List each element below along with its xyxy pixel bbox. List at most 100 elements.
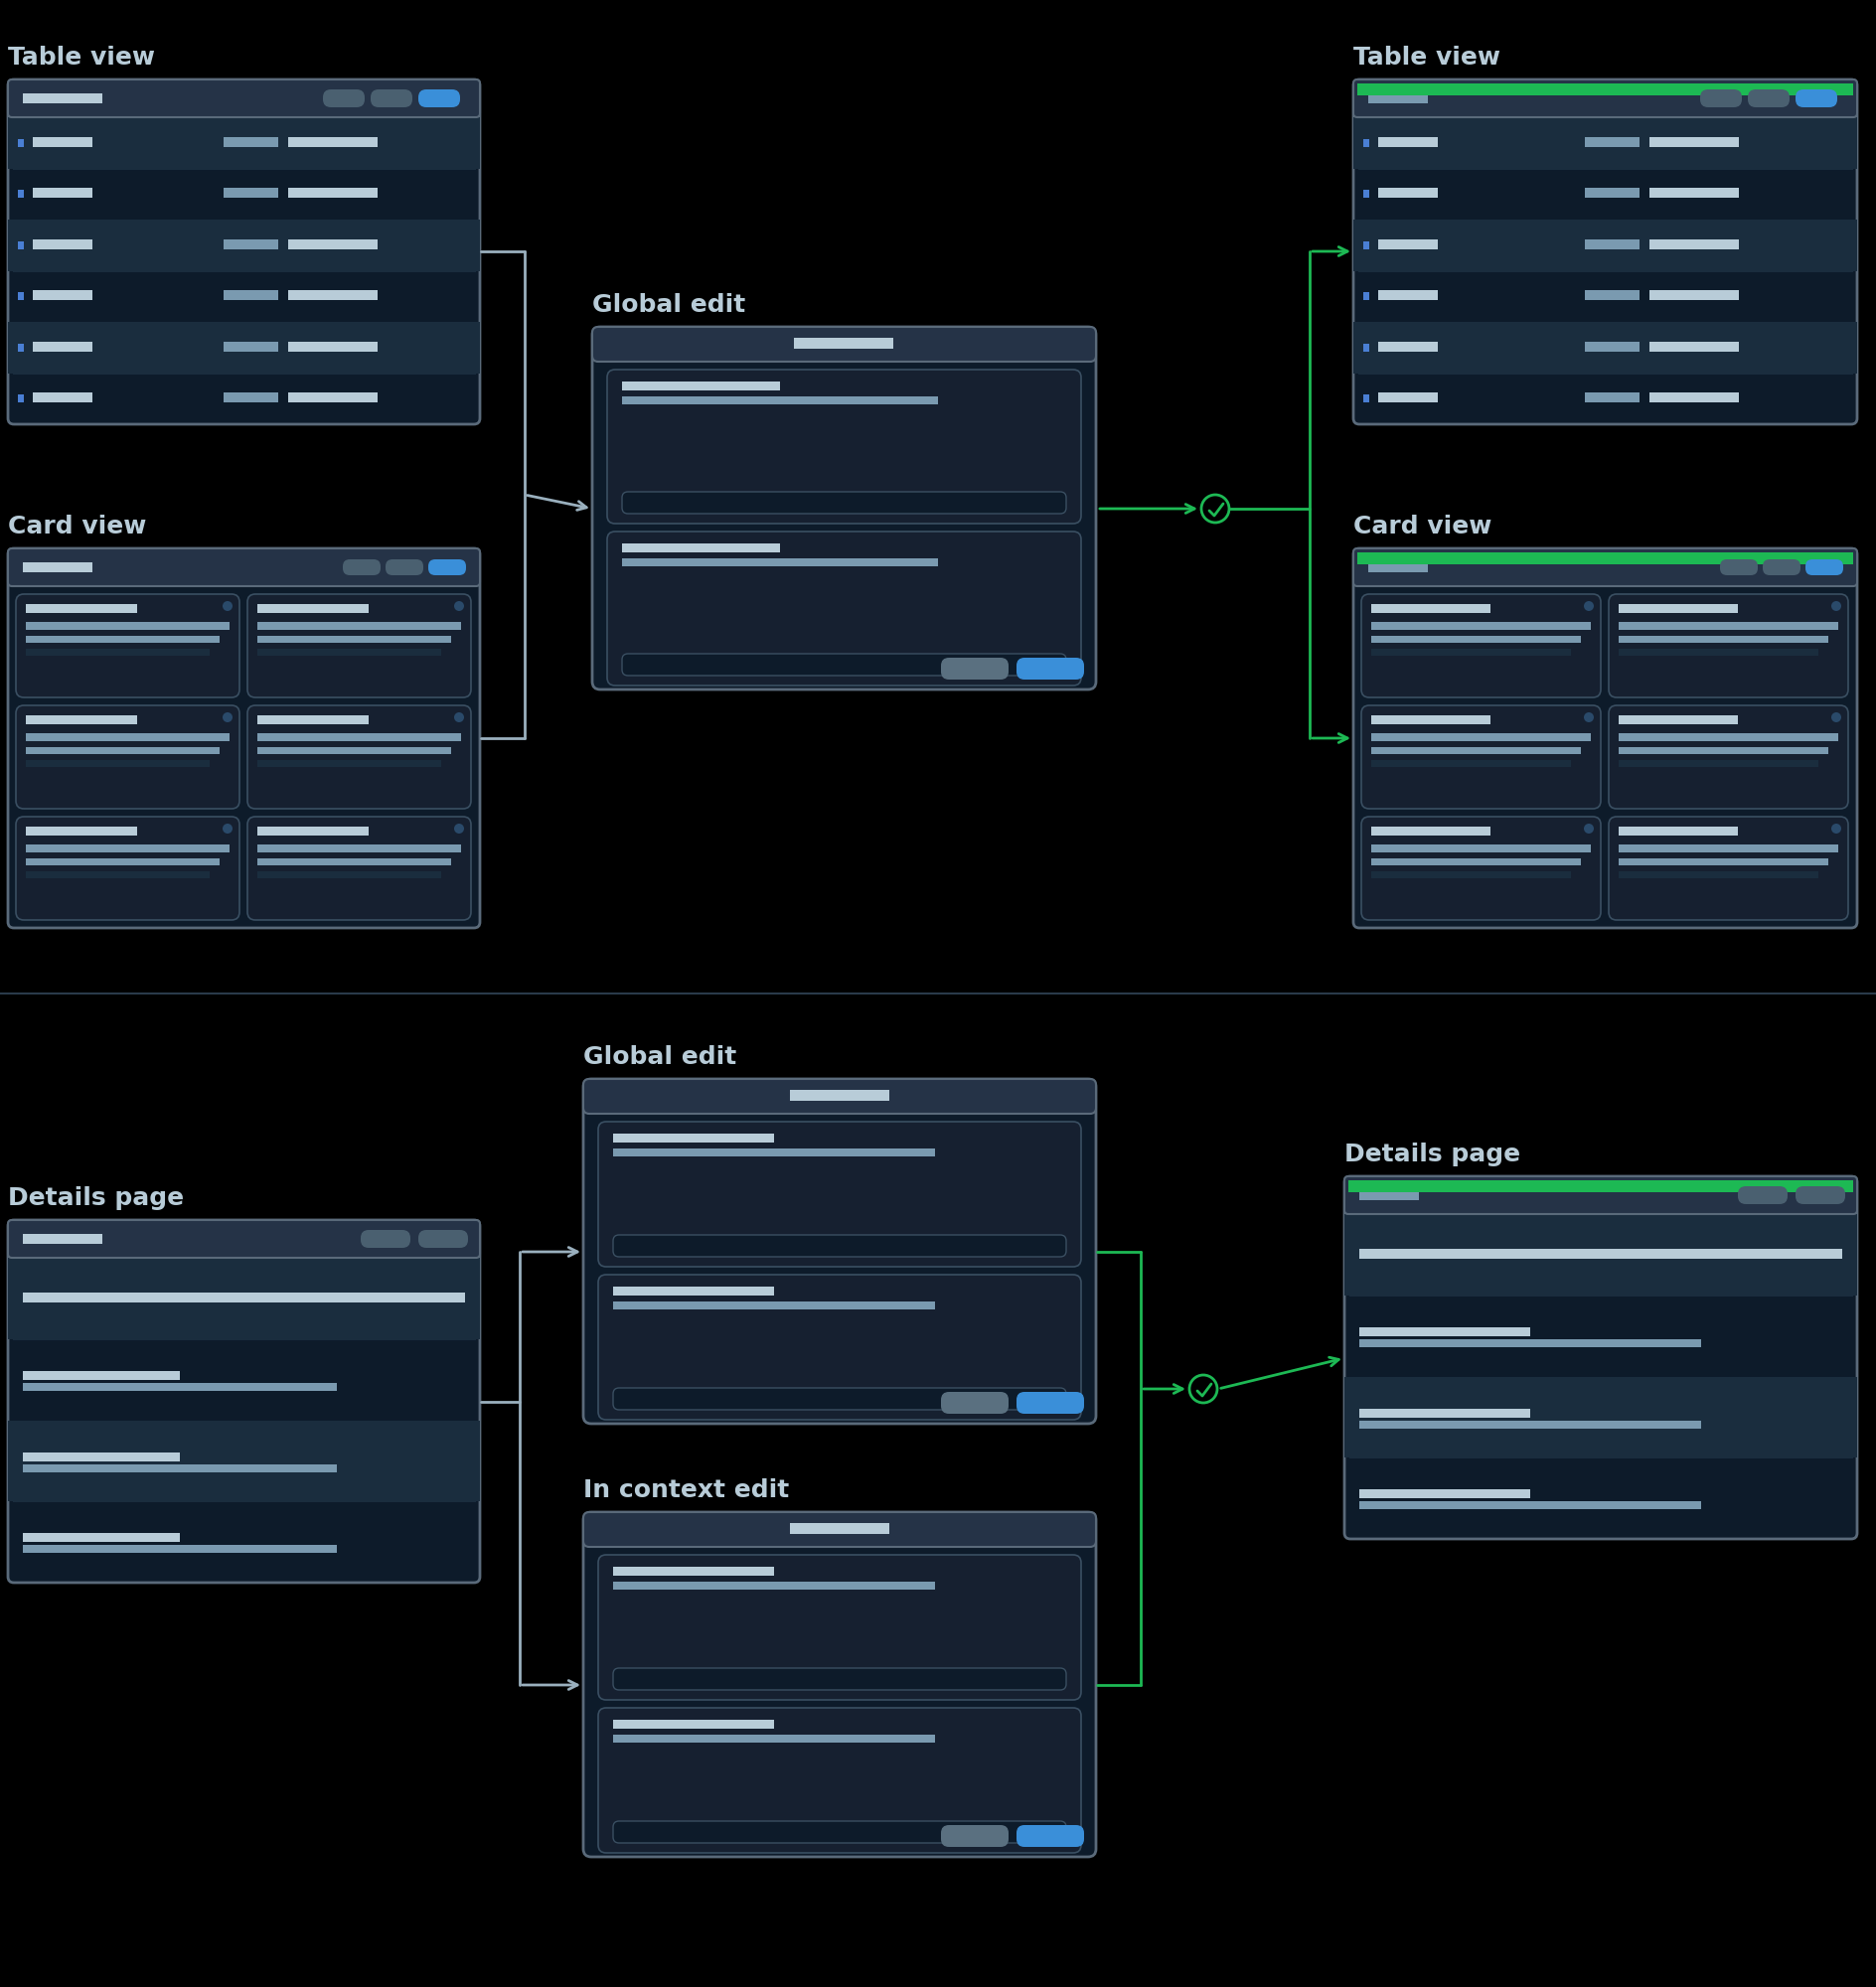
FancyBboxPatch shape [593, 326, 1096, 362]
FancyBboxPatch shape [1345, 1176, 1857, 1538]
FancyBboxPatch shape [360, 1230, 411, 1248]
Text: Details page: Details page [8, 1186, 184, 1210]
Bar [1619, 636, 1829, 644]
Bar [1364, 139, 1369, 147]
FancyBboxPatch shape [8, 548, 480, 586]
FancyBboxPatch shape [1748, 89, 1790, 107]
Bar [223, 290, 278, 300]
Bar [1619, 870, 1818, 878]
Bar [223, 137, 278, 147]
FancyBboxPatch shape [1362, 817, 1600, 920]
Bar [1619, 648, 1818, 656]
Bar [613, 1735, 934, 1743]
Bar [1371, 648, 1570, 656]
FancyBboxPatch shape [8, 79, 480, 425]
FancyBboxPatch shape [1720, 560, 1758, 576]
FancyBboxPatch shape [8, 548, 480, 928]
Bar [1371, 858, 1581, 866]
Bar [26, 604, 137, 612]
FancyBboxPatch shape [8, 1220, 480, 1258]
FancyBboxPatch shape [608, 531, 1081, 686]
Bar [1619, 747, 1829, 753]
Bar [1379, 137, 1437, 147]
Bar [1649, 238, 1739, 248]
FancyBboxPatch shape [8, 79, 480, 117]
Bar [32, 393, 92, 403]
Bar [23, 1534, 180, 1542]
FancyBboxPatch shape [598, 1554, 1081, 1701]
Bar [790, 1522, 889, 1534]
Bar [1379, 290, 1437, 300]
FancyBboxPatch shape [15, 705, 240, 809]
Bar [23, 1546, 338, 1554]
Bar [1364, 292, 1369, 300]
Bar [1619, 759, 1818, 767]
Bar [1371, 715, 1490, 723]
Bar [257, 636, 450, 644]
Bar [623, 558, 938, 566]
Bar [1371, 622, 1591, 630]
Bar [1371, 733, 1591, 741]
Bar [1360, 1490, 1531, 1498]
Bar [19, 191, 24, 199]
Bar [26, 636, 219, 644]
FancyBboxPatch shape [583, 1512, 1096, 1546]
Bar [23, 1383, 338, 1391]
Bar [289, 342, 377, 352]
Bar [794, 338, 893, 350]
Bar [613, 1288, 775, 1296]
Bar [257, 648, 441, 656]
Circle shape [454, 600, 463, 612]
Bar [257, 844, 461, 852]
FancyBboxPatch shape [1700, 89, 1741, 107]
Bar [1649, 189, 1739, 199]
FancyBboxPatch shape [598, 1276, 1081, 1419]
Bar [1371, 636, 1581, 644]
Circle shape [1831, 713, 1840, 721]
Bar [257, 622, 461, 630]
Bar [32, 342, 92, 352]
Circle shape [454, 823, 463, 835]
Bar [1619, 715, 1737, 723]
Circle shape [223, 713, 233, 721]
Bar [8, 1258, 480, 1339]
Bar [1345, 1377, 1857, 1458]
FancyBboxPatch shape [15, 594, 240, 697]
Bar [1379, 189, 1437, 199]
Bar [1379, 393, 1437, 403]
FancyBboxPatch shape [418, 89, 460, 107]
Bar [26, 747, 219, 753]
Bar [19, 240, 24, 248]
FancyBboxPatch shape [1353, 548, 1857, 586]
Bar [1349, 1180, 1853, 1192]
Bar [26, 648, 210, 656]
Bar [613, 1719, 775, 1729]
Bar [1360, 1502, 1702, 1510]
FancyBboxPatch shape [608, 370, 1081, 523]
FancyBboxPatch shape [8, 1220, 480, 1582]
Bar [1371, 759, 1570, 767]
FancyBboxPatch shape [1362, 705, 1600, 809]
FancyBboxPatch shape [623, 654, 1066, 676]
Circle shape [223, 600, 233, 612]
Text: Table view: Table view [8, 46, 156, 70]
Bar [257, 870, 441, 878]
Bar [289, 290, 377, 300]
Bar [613, 1133, 775, 1143]
Bar [1360, 1409, 1531, 1417]
Bar [19, 344, 24, 352]
Bar [257, 733, 461, 741]
Bar [1368, 93, 1428, 103]
Bar [1585, 189, 1640, 199]
FancyBboxPatch shape [942, 658, 1009, 680]
FancyBboxPatch shape [248, 705, 471, 809]
Bar [790, 1089, 889, 1101]
Bar [1364, 395, 1369, 403]
Bar [1360, 1339, 1702, 1347]
Bar [23, 1452, 180, 1460]
Bar [1649, 342, 1739, 352]
FancyBboxPatch shape [428, 560, 465, 576]
FancyBboxPatch shape [623, 491, 1066, 513]
FancyBboxPatch shape [583, 1512, 1096, 1856]
Bar [26, 622, 229, 630]
